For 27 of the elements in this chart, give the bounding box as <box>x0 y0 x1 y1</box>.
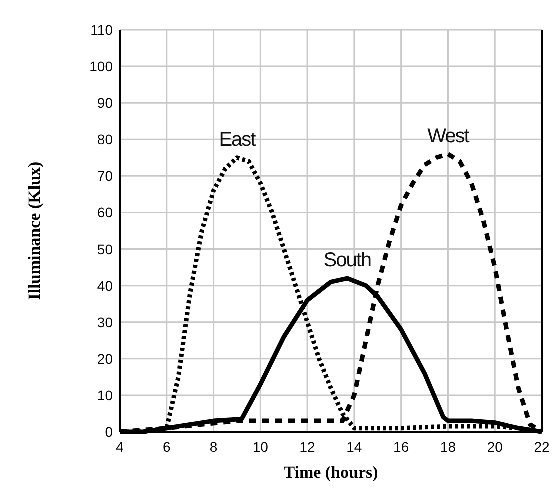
y-tick-label: 40 <box>97 278 114 294</box>
y-tick-label: 110 <box>90 22 114 38</box>
y-tick-label: 10 <box>97 387 114 404</box>
y-tick-label: 50 <box>97 241 114 258</box>
y-tick-label: 30 <box>97 314 114 330</box>
x-axis-title: Time (hours) <box>284 463 378 482</box>
x-tick-label: 6 <box>162 439 171 455</box>
y-tick-label: 70 <box>97 168 114 184</box>
x-tick-label: 16 <box>394 439 410 455</box>
y-tick-label: 60 <box>97 204 114 221</box>
series-label: East <box>219 128 257 151</box>
y-tick-label: 20 <box>97 350 114 367</box>
x-tick-label: 12 <box>300 439 316 455</box>
x-tick-label: 18 <box>440 439 456 455</box>
y-tick-label: 90 <box>97 95 114 112</box>
y-tick-label: 100 <box>90 58 114 75</box>
x-tick-label: 14 <box>346 439 362 455</box>
y-axis-title: Illuminance (Klux) <box>25 162 44 300</box>
y-tick-label: 80 <box>97 132 114 148</box>
series-label: West <box>428 125 470 148</box>
y-tick-label: 0 <box>105 424 114 440</box>
x-tick-label: 20 <box>487 439 504 455</box>
x-tick-label: 8 <box>210 439 218 455</box>
x-tick-label: 4 <box>116 439 124 455</box>
x-tick-label: 10 <box>252 439 269 455</box>
x-tick-label: 22 <box>534 439 550 455</box>
series-label: South <box>324 250 372 272</box>
